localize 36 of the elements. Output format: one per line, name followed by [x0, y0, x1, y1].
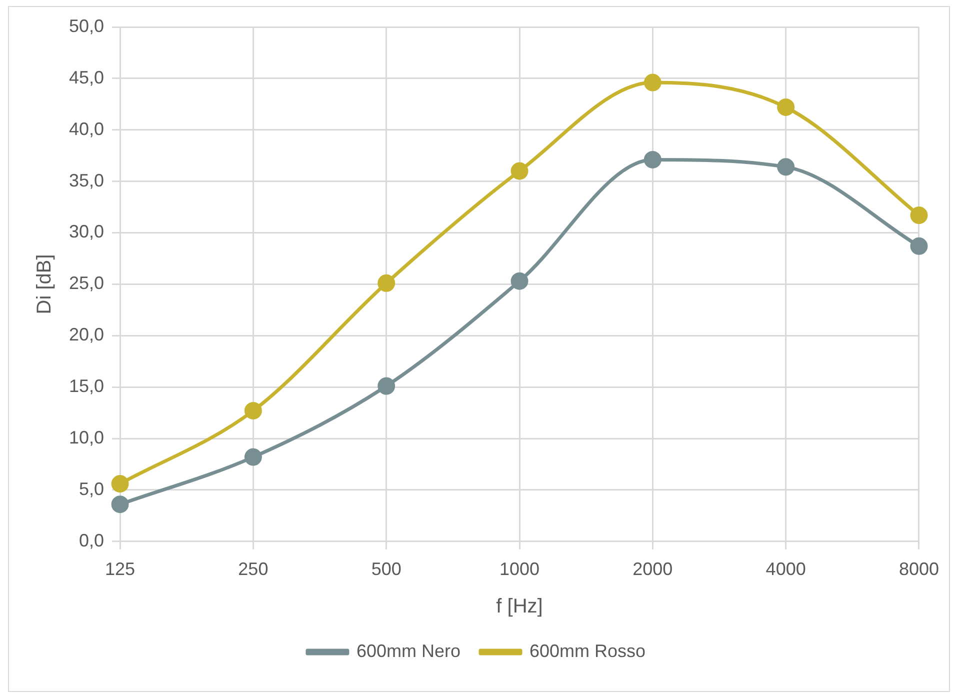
point: [111, 496, 129, 514]
x-axis-title: f [Hz]: [496, 596, 543, 618]
x-tick-label: 2000: [632, 559, 673, 580]
point: [910, 237, 928, 255]
point: [644, 74, 662, 92]
point: [510, 272, 528, 290]
x-tick-label: 8000: [898, 559, 939, 580]
point: [378, 274, 396, 292]
y-tick-label: 5,0: [79, 478, 104, 499]
point: [910, 206, 928, 224]
point: [644, 150, 662, 168]
point: [111, 475, 129, 493]
y-tick-label: 10,0: [68, 427, 104, 448]
y-tick-label: 35,0: [68, 170, 104, 190]
x-tick-label: 500: [371, 559, 402, 580]
x-tick-label: 250: [238, 559, 268, 580]
point: [777, 158, 795, 176]
y-tick-label: 30,0: [68, 222, 104, 242]
y-tick-label: 20,0: [68, 324, 104, 345]
point: [777, 98, 795, 116]
y-tick-label: 50,0: [68, 16, 104, 36]
legend-label: 600mm Nero: [356, 640, 461, 661]
y-tick-label: 25,0: [68, 273, 104, 294]
x-tick-label: 4000: [766, 559, 806, 580]
y-tick-label: 0,0: [79, 530, 104, 550]
y-tick-label: 45,0: [68, 67, 104, 88]
point: [244, 448, 262, 466]
legend-label: 600mm Rosso: [529, 640, 646, 661]
y-axis-title: Di [dB]: [34, 254, 56, 314]
point: [244, 402, 262, 420]
x-tick-label: 125: [105, 559, 136, 580]
x-tick-label: 1000: [499, 559, 540, 580]
point: [378, 377, 396, 395]
point: [510, 162, 528, 180]
y-tick-label: 15,0: [68, 376, 104, 396]
y-tick-label: 40,0: [68, 118, 104, 139]
